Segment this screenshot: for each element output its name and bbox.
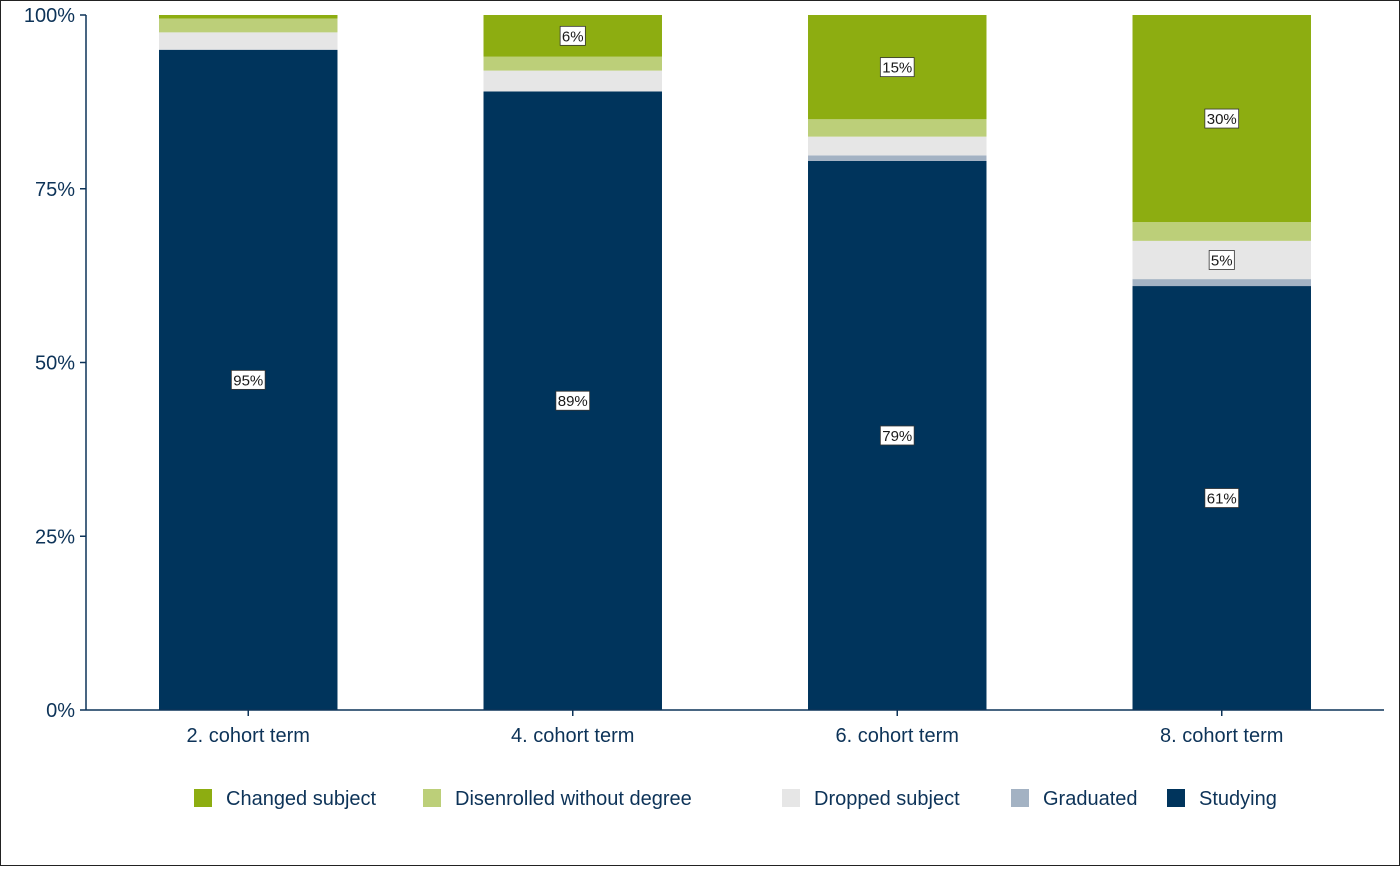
legend-item-studying: Studying <box>1167 788 1277 810</box>
data-label-dropped-subject-4: 5% <box>1211 252 1233 269</box>
y-tick-label: 25% <box>35 526 75 548</box>
data-label-studying-4: 61% <box>1207 491 1237 508</box>
bar-segment-graduated-4 <box>1132 279 1311 287</box>
bars-layer <box>159 15 1311 710</box>
legend-label-studying: Studying <box>1199 788 1277 810</box>
data-label-studying-2: 89% <box>558 393 588 410</box>
bar-segment-changed-subject-1 <box>159 15 338 19</box>
legend-item-disenrolled-without-degree: Disenrolled without degree <box>423 788 692 810</box>
data-labels-layer: 95% 89% 79% 61% 5% 6% 15% 30% <box>230 25 1240 508</box>
legend-swatch-changed-subject <box>194 789 212 807</box>
legend-label-graduated: Graduated <box>1043 788 1138 810</box>
legend-item-graduated: Graduated <box>1011 788 1138 810</box>
bar-segment-disenrolled-without-degree-3 <box>808 119 987 137</box>
data-label-studying-3: 79% <box>882 428 912 445</box>
data-label-box-changed-subject-2 <box>559 25 586 46</box>
data-label-box-studying-1 <box>230 369 266 390</box>
bar-segment-disenrolled-without-degree-2 <box>483 56 662 71</box>
y-tick-label: 0% <box>46 700 75 722</box>
legend-swatch-graduated <box>1011 789 1029 807</box>
legend-item-dropped-subject: Dropped subject <box>782 788 960 810</box>
y-tick-label: 50% <box>35 353 75 375</box>
data-label-box-studying-2 <box>555 390 591 411</box>
data-label-changed-subject-3: 15% <box>882 60 912 77</box>
data-label-box-dropped-subject-4 <box>1208 250 1235 270</box>
y-tick-label: 75% <box>35 179 75 201</box>
bar-segment-disenrolled-without-degree-1 <box>159 18 338 33</box>
legend-item-changed-subject: Changed subject <box>194 788 377 810</box>
data-label-box-studying-4 <box>1204 488 1240 508</box>
y-tick-label: 100% <box>24 5 75 27</box>
data-label-box-studying-3 <box>879 425 915 446</box>
bar-segment-dropped-subject-2 <box>483 70 662 92</box>
legend-swatch-studying <box>1167 789 1185 807</box>
bar-segment-disenrolled-without-degree-4 <box>1132 222 1311 241</box>
legend: Changed subject Disenrolled without degre… <box>194 788 1277 810</box>
legend-label-changed-subject: Changed subject <box>226 788 377 810</box>
bar-segment-dropped-subject-3 <box>808 136 987 156</box>
legend-label-dropped-subject: Dropped subject <box>814 788 960 810</box>
legend-swatch-dropped-subject <box>782 789 800 807</box>
x-tick-label: 8. cohort term <box>1160 725 1283 747</box>
data-label-box-changed-subject-4 <box>1204 108 1240 129</box>
legend-label-disenrolled-without-degree: Disenrolled without degree <box>455 788 692 810</box>
axes-layer: 0% 25% 50% 75% 100% 2. cohort term 4. cohort t… <box>24 5 1384 747</box>
data-label-box-changed-subject-3 <box>879 57 915 78</box>
bar-segment-dropped-subject-1 <box>159 32 338 50</box>
data-label-changed-subject-4: 30% <box>1207 111 1237 128</box>
x-tick-label: 4. cohort term <box>511 725 634 747</box>
data-label-studying-1: 95% <box>233 372 263 389</box>
bar-segment-graduated-3 <box>808 155 987 161</box>
legend-swatch-disenrolled-without-degree <box>423 789 441 807</box>
x-tick-label: 6. cohort term <box>836 725 959 747</box>
data-label-changed-subject-2: 6% <box>562 28 584 45</box>
x-tick-label: 2. cohort term <box>187 725 310 747</box>
